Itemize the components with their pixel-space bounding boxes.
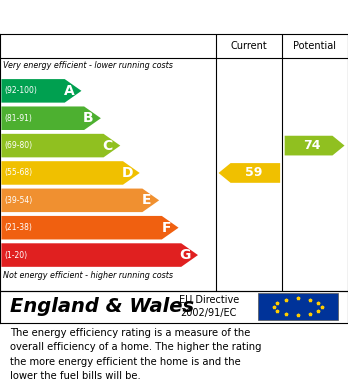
Polygon shape	[1, 106, 101, 130]
Text: Potential: Potential	[293, 41, 337, 51]
Polygon shape	[1, 188, 159, 212]
Text: (39-54): (39-54)	[4, 196, 32, 205]
Polygon shape	[1, 216, 179, 239]
Text: E: E	[142, 193, 151, 207]
Polygon shape	[219, 163, 280, 183]
Text: England & Wales: England & Wales	[10, 297, 195, 316]
Text: Very energy efficient - lower running costs: Very energy efficient - lower running co…	[3, 61, 173, 70]
Polygon shape	[1, 79, 81, 102]
Text: 74: 74	[303, 139, 321, 152]
Text: C: C	[103, 138, 113, 152]
Text: (1-20): (1-20)	[4, 251, 27, 260]
Text: Not energy efficient - higher running costs: Not energy efficient - higher running co…	[3, 271, 174, 280]
Text: Current: Current	[230, 41, 267, 51]
Text: D: D	[121, 166, 133, 180]
Text: F: F	[161, 221, 171, 235]
Text: B: B	[83, 111, 94, 125]
Polygon shape	[1, 134, 120, 157]
Text: 59: 59	[245, 167, 262, 179]
Polygon shape	[1, 161, 140, 185]
Bar	[258, 293, 338, 320]
Text: A: A	[64, 84, 74, 98]
Polygon shape	[1, 243, 198, 267]
Text: The energy efficiency rating is a measure of the
overall efficiency of a home. T: The energy efficiency rating is a measur…	[10, 328, 262, 381]
Text: (55-68): (55-68)	[4, 169, 32, 178]
Text: Energy Efficiency Rating: Energy Efficiency Rating	[10, 8, 239, 26]
Text: (69-80): (69-80)	[4, 141, 32, 150]
Text: (92-100): (92-100)	[4, 86, 37, 95]
Text: (21-38): (21-38)	[4, 223, 32, 232]
Polygon shape	[285, 136, 345, 156]
Text: (81-91): (81-91)	[4, 114, 32, 123]
Text: G: G	[180, 248, 191, 262]
Text: EU Directive
2002/91/EC: EU Directive 2002/91/EC	[179, 295, 239, 318]
